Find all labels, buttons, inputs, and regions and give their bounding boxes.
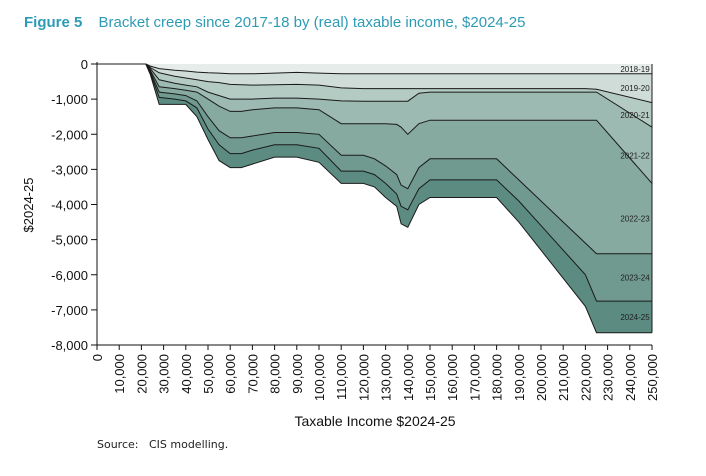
area-2023-24 bbox=[97, 64, 652, 302]
x-tick-label: 20,000 bbox=[134, 354, 149, 394]
x-tick-label: 210,000 bbox=[556, 354, 571, 401]
area-2018-19 bbox=[97, 64, 652, 74]
x-tick-label: 50,000 bbox=[201, 354, 216, 394]
x-tick-label: 90,000 bbox=[290, 354, 305, 394]
x-tick-label: 0 bbox=[90, 354, 105, 361]
x-tick-label: 200,000 bbox=[534, 354, 549, 401]
x-tick-label: 60,000 bbox=[223, 354, 238, 394]
source-note: Source: CIS modelling. bbox=[97, 438, 229, 451]
y-tick-label: -5,000 bbox=[51, 233, 88, 248]
y-tick-label: -8,000 bbox=[51, 338, 88, 353]
area-2024-25 bbox=[97, 64, 652, 333]
x-tick-label: 240,000 bbox=[623, 354, 638, 401]
line-2018-19 bbox=[97, 63, 652, 75]
series-label-2022-23: 2022-23 bbox=[620, 215, 650, 224]
series-label-2020-21: 2020-21 bbox=[620, 111, 650, 120]
axes: 0 -1,000 -2,000 -3,000 -4,000 -5,000 -6,000 -7,… bbox=[51, 57, 660, 401]
y-tick-label: -1,000 bbox=[51, 92, 88, 107]
area-2020-21 bbox=[97, 64, 652, 128]
x-tick-label: 70,000 bbox=[245, 354, 260, 394]
x-tick-label: 190,000 bbox=[512, 354, 527, 401]
x-tick-label: 150,000 bbox=[423, 354, 438, 401]
y-tick-label: -6,000 bbox=[51, 268, 88, 283]
y-tick-label: -4,000 bbox=[51, 198, 88, 213]
y-tick-label: 0 bbox=[81, 57, 88, 72]
figure-heading: Figure 5 Bracket creep since 2017-18 by … bbox=[24, 14, 525, 31]
x-tick-label: 230,000 bbox=[601, 354, 616, 401]
line-2019-20 bbox=[97, 63, 653, 104]
x-tick-label: 220,000 bbox=[578, 354, 593, 401]
x-tick-label: 160,000 bbox=[445, 354, 460, 401]
series-label-2018-19: 2018-19 bbox=[620, 65, 650, 74]
y-tick-label: -7,000 bbox=[51, 303, 88, 318]
line-2023-24 bbox=[97, 63, 652, 302]
line-2020-21 bbox=[97, 63, 653, 128]
x-tick-label: 130,000 bbox=[379, 354, 394, 401]
x-tick-label: 250,000 bbox=[645, 354, 660, 401]
area-2019-20 bbox=[97, 64, 652, 103]
x-tick-label: 40,000 bbox=[179, 354, 194, 394]
x-tick-label: 120,000 bbox=[356, 354, 371, 401]
x-tick-label: 170,000 bbox=[467, 354, 482, 401]
x-tick-label: 110,000 bbox=[334, 354, 349, 400]
x-axis-label: Taxable Income $2024-25 bbox=[294, 413, 455, 429]
figure-title: Bracket creep since 2017-18 by (real) ta… bbox=[98, 14, 526, 31]
y-tick-label: -2,000 bbox=[51, 127, 88, 142]
y-tick-label: -3,000 bbox=[51, 162, 88, 177]
x-tick-label: 10,000 bbox=[112, 354, 127, 394]
series-label-2019-20: 2019-20 bbox=[620, 84, 650, 93]
x-tick-label: 100,000 bbox=[312, 354, 327, 401]
x-tick-label: 140,000 bbox=[401, 354, 416, 401]
series-label-2023-24: 2023-24 bbox=[620, 273, 650, 282]
x-tick-label: 180,000 bbox=[490, 354, 505, 401]
line-2022-23 bbox=[97, 63, 652, 255]
y-axis-label: $2024-25 bbox=[21, 178, 36, 233]
figure-label: Figure 5 bbox=[24, 14, 83, 31]
x-tick-label: 30,000 bbox=[157, 354, 172, 394]
series-labels: 2018-19 2019-20 2020-21 2021-22 2022-23 2023-… bbox=[620, 65, 650, 322]
line-2024-25 bbox=[97, 63, 652, 334]
x-tick-label: 80,000 bbox=[268, 354, 283, 394]
series-label-2021-22: 2021-22 bbox=[620, 151, 650, 160]
series-lines bbox=[97, 63, 653, 334]
series-label-2024-25: 2024-25 bbox=[620, 313, 650, 322]
line-2021-22 bbox=[97, 63, 653, 184]
